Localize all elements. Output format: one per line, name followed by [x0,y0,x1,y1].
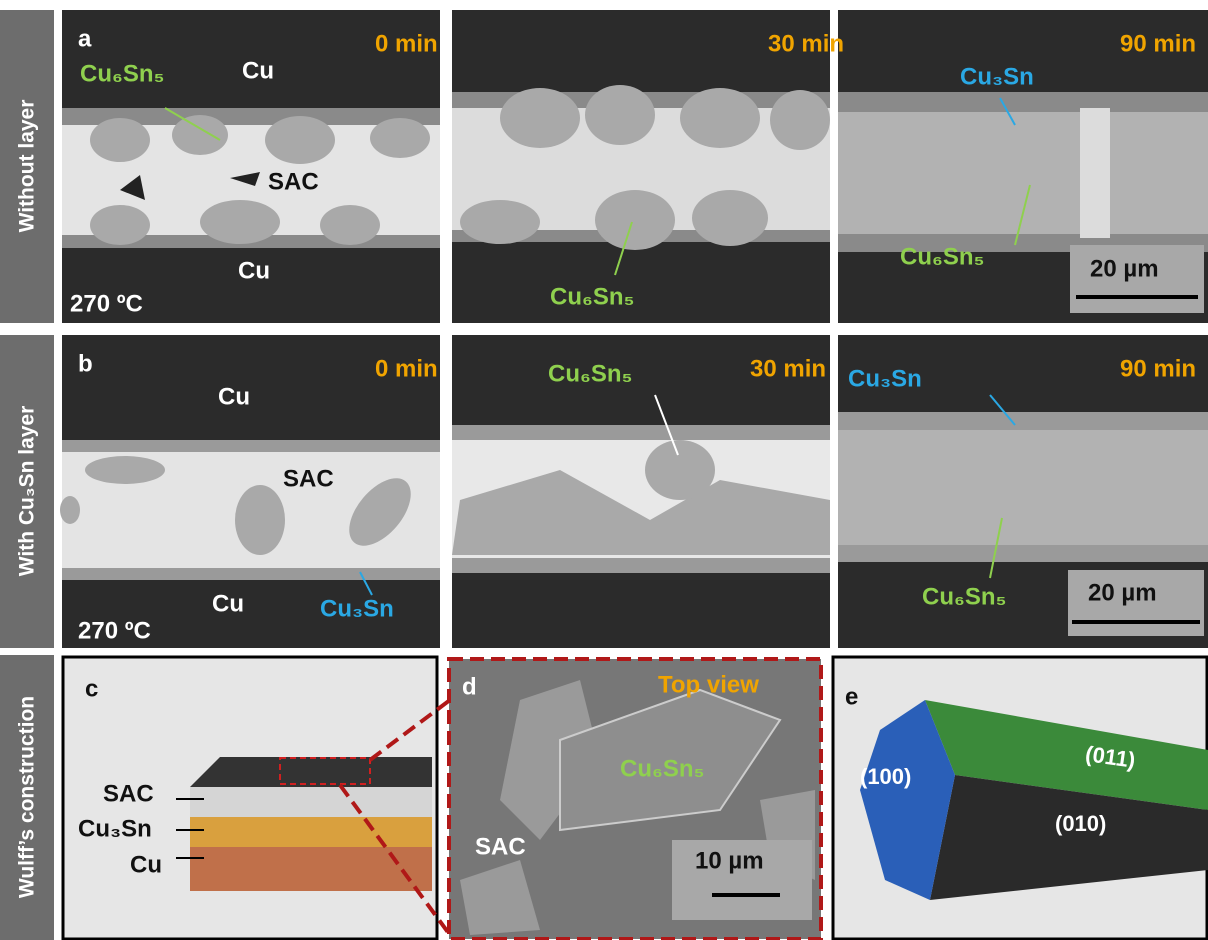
layer-label: SAC [103,780,154,807]
face-label: (010) [1055,811,1106,836]
label: Cu₆Sn₅ [548,360,633,387]
layer-label: Cu [130,851,162,878]
label: Cu₆Sn₅ [80,60,165,87]
panel-letter: b [78,350,93,377]
row-label: Without layer [16,100,39,233]
scale-label: 20 µm [1090,255,1159,282]
time: 0 min [375,30,438,57]
row-label: With Cu₃Sn layer [16,406,39,577]
layer-block [190,757,432,891]
label: Cu₃Sn [848,365,922,392]
time: 90 min [1120,355,1196,382]
label: Cu₆Sn₅ [922,583,1007,610]
label: Cu₆Sn₅ [620,755,705,782]
label: 270 ºC [78,617,151,644]
label: 270 ºC [70,290,143,317]
panel-letter: a [78,25,92,52]
label: Cu₆Sn₅ [550,283,635,310]
time: 0 min [375,355,438,382]
label: Cu₃Sn [960,63,1034,90]
label: Cu [242,57,274,84]
panel-letter: c [85,675,98,702]
label: Cu₆Sn₅ [900,243,985,270]
label: Cu [212,590,244,617]
time: 30 min [768,30,844,57]
row-label: Wulff’s construction [16,696,39,898]
figure: Without layer With Cu₃Sn layer Wulff’s c… [0,0,1208,940]
scale-label: 20 µm [1088,579,1157,606]
label: Cu [218,383,250,410]
label: SAC [475,833,526,860]
label: Cu₃Sn [320,595,394,622]
label: SAC [283,465,334,492]
time: 90 min [1120,30,1196,57]
panel-letter: d [462,673,477,700]
scale-label: 10 µm [695,847,764,874]
label: SAC [268,168,319,195]
label: Top view [658,671,759,698]
label: Cu [238,257,270,284]
layer-label: Cu₃Sn [78,815,152,842]
time: 30 min [750,355,826,382]
panel-letter: e [845,683,858,710]
face-label: (100) [860,764,911,789]
